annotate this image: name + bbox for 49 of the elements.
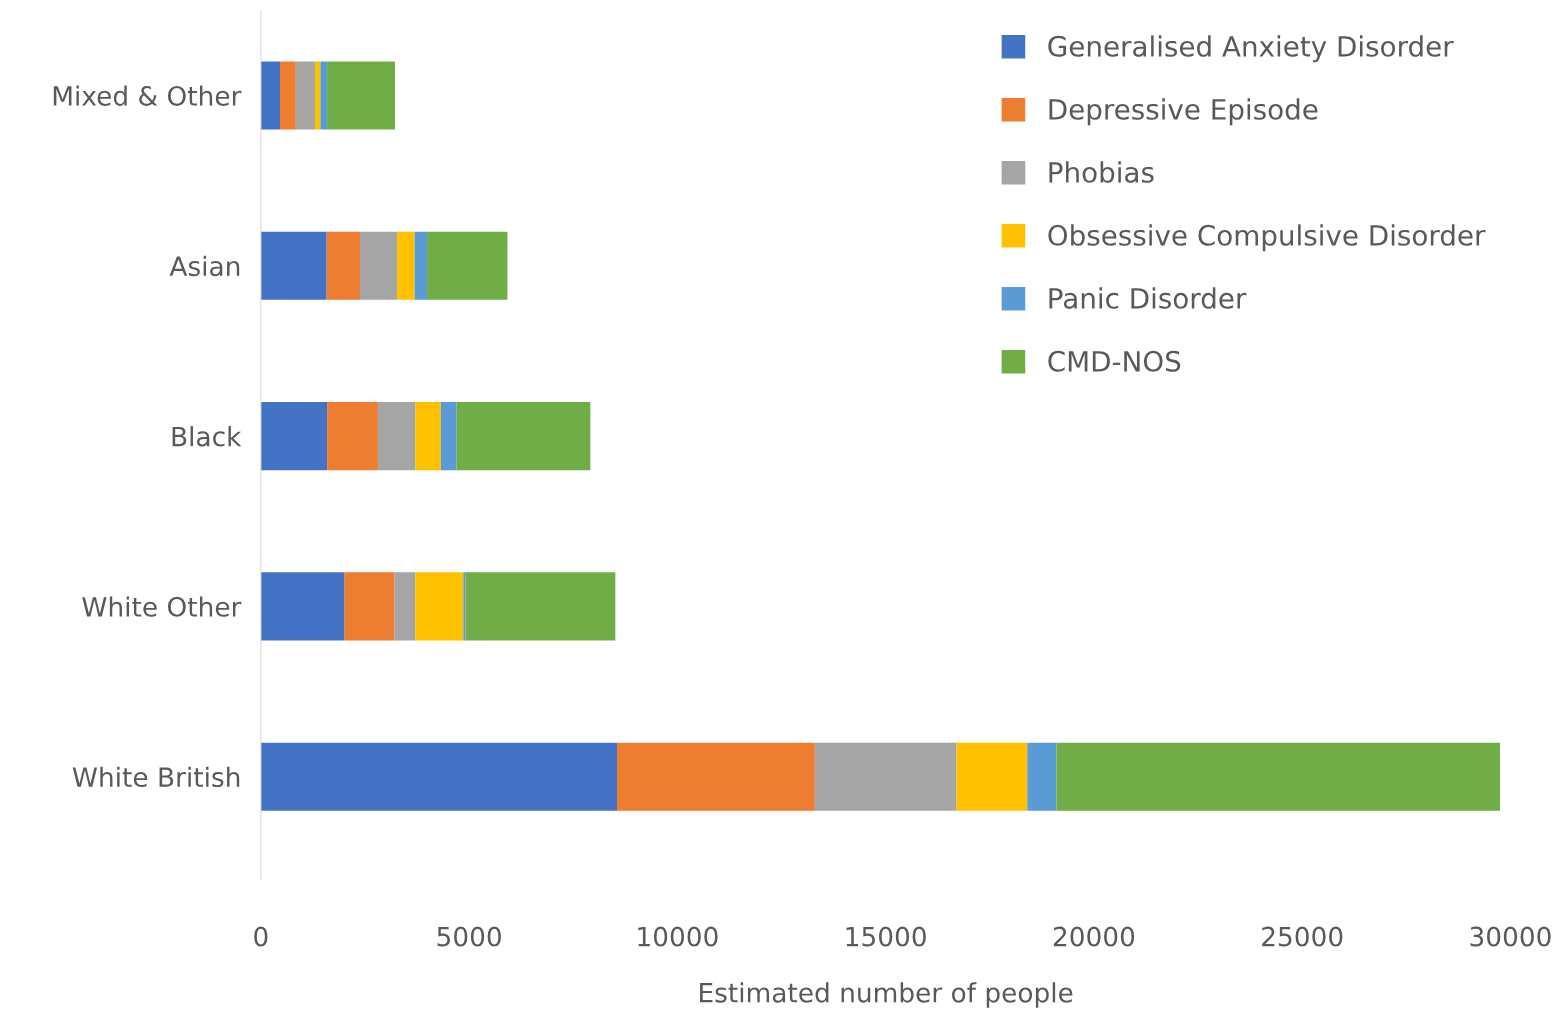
bar (295, 61, 315, 130)
bar (1027, 742, 1057, 811)
bar (456, 402, 591, 471)
x-tick-label: 25000 (1262, 926, 1343, 947)
y-tick-label: Asian (169, 255, 240, 277)
bar (397, 231, 415, 300)
bar (260, 402, 328, 471)
bar (440, 402, 457, 471)
legend-label: Depressive Episode (1049, 98, 1318, 126)
bar (465, 572, 616, 641)
bar (415, 402, 441, 471)
y-tick-label: Black (172, 426, 242, 447)
bar (814, 742, 957, 811)
x-axis-title: Estimated number of people (700, 982, 1073, 1008)
bar (320, 61, 328, 130)
legend-label: Generalised Anxiety Disorder (1048, 35, 1454, 63)
bar (427, 231, 508, 300)
bar (377, 402, 416, 471)
x-tick-label: 20000 (1053, 926, 1135, 947)
bar (956, 742, 1028, 811)
bar (280, 61, 296, 130)
y-tick-label: White Other (82, 596, 242, 617)
bar (415, 572, 464, 641)
bar (315, 61, 321, 130)
legend-label: Obsessive Compulsive Disorder (1048, 224, 1486, 252)
bar (327, 61, 395, 130)
bar (616, 742, 815, 811)
x-tick-label: 15000 (846, 926, 926, 947)
legend-label: CMD-NOS (1048, 350, 1181, 372)
y-tick-label: White British (72, 766, 240, 788)
x-tick-label: 0 (254, 926, 268, 947)
bar (260, 61, 281, 130)
legend-label: Panic Disorder (1049, 287, 1247, 309)
bar (344, 572, 395, 641)
bar (414, 231, 428, 300)
x-tick-label: 10000 (638, 926, 718, 947)
y-tick-label: Mixed & Other (53, 85, 242, 106)
bar (260, 231, 327, 300)
bar (463, 572, 466, 641)
bar (260, 572, 345, 641)
legend-label: Phobias (1049, 161, 1154, 183)
bar (260, 742, 617, 811)
bar (327, 402, 378, 471)
bar (1056, 742, 1501, 811)
bar (359, 231, 398, 300)
x-tick-label: 30000 (1470, 926, 1551, 947)
x-tick-label: 5000 (437, 926, 501, 947)
bar (394, 572, 416, 641)
bar (326, 231, 360, 300)
